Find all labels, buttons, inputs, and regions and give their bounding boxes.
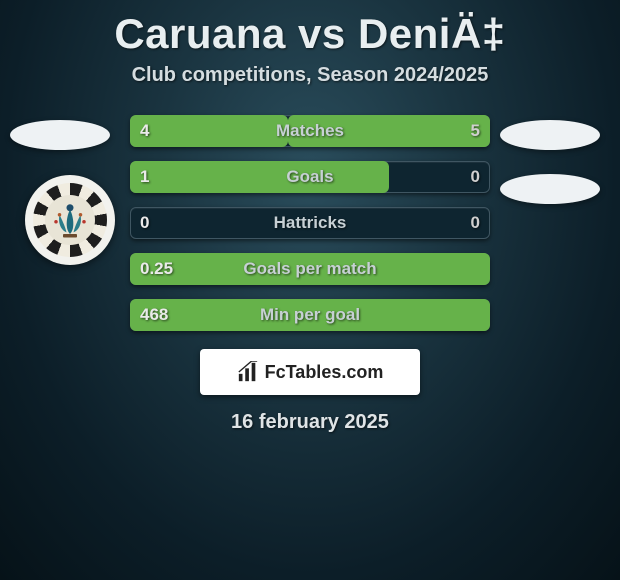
stat-row: 0Hattricks0 (130, 207, 490, 239)
peacock-icon (49, 199, 91, 241)
stat-value-left: 0.25 (140, 253, 173, 285)
stat-row: 0.25Goals per match (130, 253, 490, 285)
team-right-logo-placeholder-2 (500, 174, 600, 204)
stat-value-left: 468 (140, 299, 168, 331)
stat-value-right: 5 (471, 115, 480, 147)
stat-value-left: 4 (140, 115, 149, 147)
team-left-logo-placeholder (10, 120, 110, 150)
stat-value-right: 0 (471, 161, 480, 193)
date-label: 16 february 2025 (0, 411, 620, 434)
stats-rows: 4Matches5 1Goals0 0Hattricks0 0.25Goals per… (130, 115, 490, 331)
page-title: Caruana vs DeniÄ‡ (0, 0, 620, 58)
stat-row: 1Goals0 (130, 161, 490, 193)
fctables-label: FcTables.com (265, 362, 384, 383)
stat-row: 468Min per goal (130, 299, 490, 331)
stat-value-left: 1 (140, 161, 149, 193)
badge-center (45, 195, 95, 245)
stat-track (130, 207, 490, 239)
bar-chart-icon (237, 361, 259, 383)
fctables-badge: FcTables.com (200, 349, 420, 395)
stat-fill-right (288, 115, 490, 147)
stat-value-left: 0 (140, 207, 149, 239)
stat-fill-left (130, 115, 288, 147)
stat-fill-left (130, 253, 490, 285)
stat-fill-left (130, 161, 389, 193)
stat-value-right: 0 (471, 207, 480, 239)
subtitle: Club competitions, Season 2024/2025 (0, 64, 620, 87)
stat-fill-left (130, 299, 490, 331)
stat-row: 4Matches5 (130, 115, 490, 147)
team-right-logo-placeholder-1 (500, 120, 600, 150)
team-left-badge (25, 175, 115, 265)
